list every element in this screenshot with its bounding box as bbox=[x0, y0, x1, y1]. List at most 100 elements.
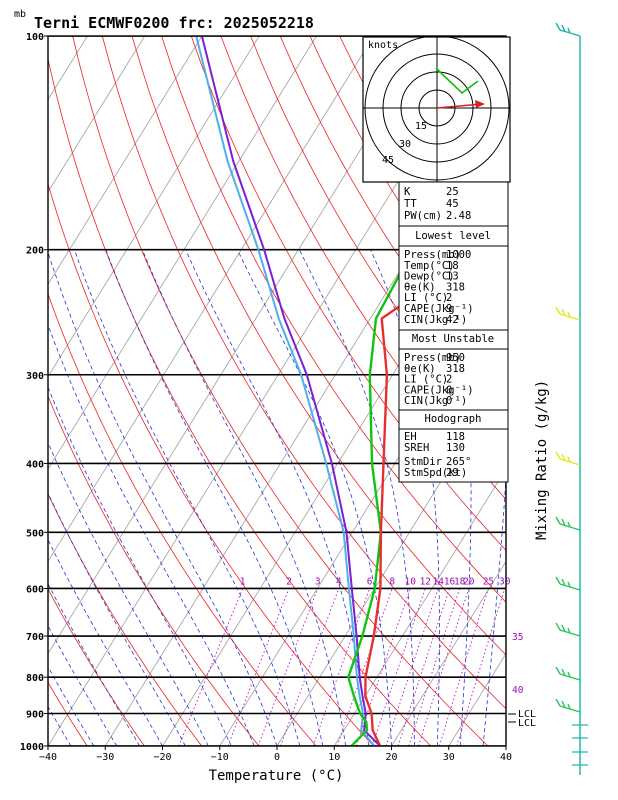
moist-adiabat bbox=[48, 538, 163, 746]
moist-adiabat bbox=[48, 705, 72, 746]
dry-adiabat bbox=[131, 36, 506, 656]
hodograph-ring-label: 15 bbox=[415, 121, 427, 132]
index-value: 265° bbox=[446, 456, 471, 468]
index-value: 2.48 bbox=[446, 210, 471, 222]
index-value: 318 bbox=[446, 363, 465, 375]
pressure-tick-label: 400 bbox=[26, 459, 44, 470]
dry-adiabat bbox=[48, 293, 317, 746]
profile-virtual bbox=[195, 36, 376, 746]
mixing-ratio-label: 30 bbox=[499, 576, 511, 587]
lcl-label: LCL bbox=[518, 718, 536, 729]
mixing-ratio-line bbox=[418, 588, 470, 746]
isotherms bbox=[48, 36, 506, 746]
isotherm-line bbox=[162, 191, 506, 746]
moist-adiabat bbox=[48, 251, 278, 746]
pressure-unit-label: mb bbox=[14, 9, 26, 20]
moist-adiabat bbox=[48, 492, 186, 746]
index-value: 42 bbox=[446, 314, 459, 326]
dry-adiabat bbox=[220, 36, 506, 500]
chart-title: Terni ECMWF0200 frc: 2025052218 bbox=[34, 14, 314, 32]
temperature-tick-label: −10 bbox=[211, 752, 229, 763]
index-label: EH bbox=[404, 431, 417, 443]
moist-adiabat bbox=[48, 745, 49, 746]
moist-adiabat bbox=[105, 249, 324, 746]
index-label: LI (°C) bbox=[404, 292, 448, 304]
temperature-tick-label: −30 bbox=[96, 752, 114, 763]
dry-adiabat bbox=[547, 36, 618, 746]
index-label: CAPE(Jkg⁻¹) bbox=[404, 384, 474, 396]
index-label: Temp(°C) bbox=[404, 260, 455, 272]
mixing-ratio-line bbox=[397, 588, 451, 746]
mixing-ratio-label: 6 bbox=[367, 576, 373, 587]
index-label: Dewp(°C) bbox=[404, 271, 455, 283]
index-value: 45 bbox=[446, 198, 459, 210]
index-label: K bbox=[404, 186, 411, 198]
index-value: 13 bbox=[446, 271, 459, 283]
index-value: 2 bbox=[446, 374, 452, 386]
hodograph: knots 15 30 45 bbox=[362, 35, 511, 183]
storm-motion-arrowhead bbox=[475, 100, 485, 108]
moist-adiabat bbox=[48, 582, 140, 746]
index-box bbox=[398, 181, 509, 227]
pressure-tick-label: 300 bbox=[26, 371, 44, 382]
wind-barb bbox=[555, 451, 581, 466]
index-value: 318 bbox=[446, 281, 465, 293]
index-label: StmDir bbox=[404, 456, 442, 468]
pressure-tick-label: 200 bbox=[26, 246, 44, 257]
temperature-tick-label: 30 bbox=[443, 752, 455, 763]
pressure-tick-label: 900 bbox=[26, 710, 44, 721]
hodograph-rings: 15 30 45 bbox=[363, 35, 510, 182]
x-axis-label: Temperature (°C) bbox=[209, 768, 344, 784]
pressure-tick-label: 800 bbox=[26, 673, 44, 684]
dry-adiabat bbox=[577, 36, 618, 746]
index-value: 9 bbox=[446, 303, 452, 315]
dry-adiabat bbox=[518, 36, 618, 746]
index-value: 0 bbox=[446, 384, 452, 396]
isotherm-line bbox=[48, 36, 260, 378]
dry-adiabat bbox=[48, 395, 260, 746]
dry-adiabat bbox=[190, 36, 506, 551]
index-value: 118 bbox=[446, 431, 465, 443]
mixing-ratio-label: 2 bbox=[286, 576, 292, 587]
index-box bbox=[398, 225, 509, 331]
index-label: Press(mb) bbox=[404, 352, 461, 364]
moist-adiabat bbox=[48, 323, 255, 746]
mixing-ratio-label: 3 bbox=[315, 576, 321, 587]
index-section-header: Lowest level bbox=[415, 230, 491, 242]
wind-barb bbox=[555, 622, 581, 637]
index-value: 2 bbox=[446, 292, 452, 304]
mixing-ratio-line bbox=[257, 588, 319, 746]
index-label: TT bbox=[404, 198, 417, 210]
plot-area bbox=[48, 36, 618, 746]
pressure-tick-label: 500 bbox=[26, 528, 44, 539]
index-label: StmSpd(kt) bbox=[404, 467, 467, 479]
wind-barb bbox=[555, 306, 581, 321]
wind-barb bbox=[555, 698, 581, 713]
lcl-label: LCL bbox=[518, 709, 536, 720]
temperature-tick-label: 20 bbox=[385, 752, 397, 763]
index-section-header: Most Unstable bbox=[412, 333, 494, 345]
mixing-ratio-axis-label: Mixing Ratio (g/kg) bbox=[534, 380, 550, 540]
temperature-tick-label: 40 bbox=[500, 752, 512, 763]
hodograph-trace bbox=[435, 67, 479, 95]
temperature-tick-label: −40 bbox=[39, 752, 57, 763]
wind-barb bbox=[555, 666, 581, 681]
index-box bbox=[398, 329, 509, 411]
storm-motion-vector bbox=[436, 103, 483, 109]
pressure-tick-label: 1000 bbox=[20, 742, 44, 753]
profile-parcel bbox=[200, 36, 381, 746]
mixing-ratio-line bbox=[371, 588, 426, 746]
mixing-ratio-label: 16 bbox=[444, 576, 456, 587]
dry-adiabat bbox=[48, 57, 431, 746]
pressure-tick-label: 700 bbox=[26, 632, 44, 643]
isotherm-line bbox=[391, 560, 506, 746]
dry-adiabats bbox=[48, 36, 618, 746]
dry-adiabat bbox=[48, 182, 374, 746]
mixing-ratio-line bbox=[408, 588, 461, 746]
index-label: θe(K) bbox=[404, 281, 436, 293]
theta-e-label: 40 bbox=[512, 685, 524, 696]
hodograph-ring-label: 45 bbox=[382, 155, 394, 166]
dry-adiabat bbox=[161, 36, 506, 603]
